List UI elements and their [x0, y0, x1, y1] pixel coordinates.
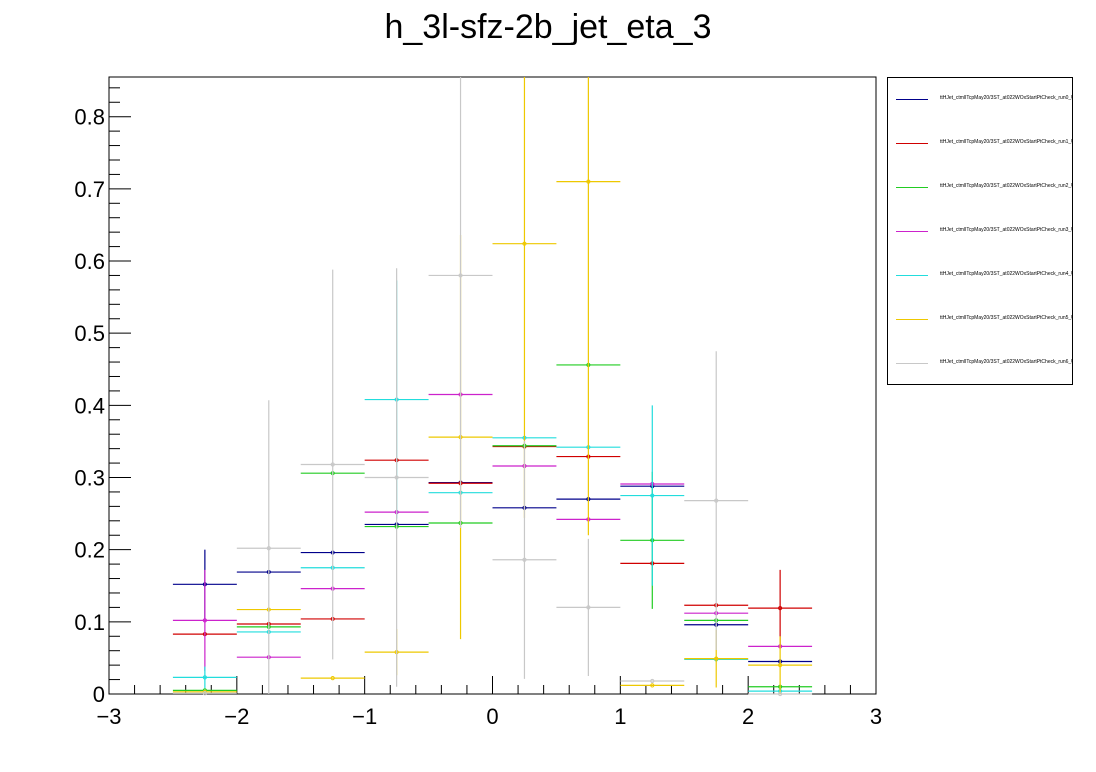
legend-swatch [896, 275, 928, 276]
y-tick-label: 0.6 [74, 249, 105, 274]
legend: ttHJet_ctmlITcpMay20/3ST_at022WOxStartPt… [887, 77, 1073, 385]
plot-frame [108, 76, 877, 695]
axes [108, 76, 877, 695]
y-tick-label: 0.3 [74, 466, 105, 491]
y-tick-label: 0.5 [74, 321, 105, 346]
legend-entry: ttHJet_ctmlITcpMay20/3ST_at022WOxStartPt… [896, 314, 1072, 326]
chart-title: h_3l-sfz-2b_jet_eta_3 [384, 8, 712, 46]
legend-entry: ttHJet_ctmlITcpMay20/3ST_at022WOxStartPt… [896, 182, 1072, 194]
y-tick-label: 0.4 [74, 393, 105, 418]
legend-entry: ttHJet_ctmlITcpMay20/3ST_at022WOxStartPt… [896, 358, 1072, 370]
series-6 [172, 77, 813, 697]
legend-label: ttHJet_ctmlITcpMay20/3ST_at022WOxStartPt… [940, 359, 1072, 365]
data-point [586, 179, 591, 184]
data-point [714, 656, 719, 661]
data-point [458, 273, 463, 278]
data-point [650, 678, 655, 684]
legend-swatch [896, 99, 928, 100]
legend-label: ttHJet_ctmlITcpMay20/3ST_at022WOxStartPt… [940, 139, 1072, 145]
x-tick-label: 0 [486, 704, 498, 729]
legend-entry: ttHJet_ctmlITcpMay20/3ST_at022WOxStartPt… [896, 138, 1072, 150]
legend-swatch [896, 319, 928, 320]
legend-swatch [896, 231, 928, 232]
data-point [394, 475, 399, 480]
data-point [650, 683, 655, 688]
legend-swatch [896, 187, 928, 188]
legend-label: ttHJet_ctmlITcpMay20/3ST_at022WOxStartPt… [940, 315, 1072, 321]
data-point [778, 663, 783, 668]
data-point [202, 675, 207, 680]
legend-label: ttHJet_ctmlITcpMay20/3ST_at022WOxStartPt… [940, 183, 1072, 189]
data-point [202, 691, 207, 696]
x-tick-label: 3 [870, 704, 882, 729]
series-layer [172, 77, 813, 697]
y-tick-label: 0 [93, 682, 105, 707]
legend-label: ttHJet_ctmlITcpMay20/3ST_at022WOxStartPt… [940, 271, 1072, 277]
legend-swatch [896, 143, 928, 144]
data-point [522, 241, 527, 246]
x-tick-label: 2 [742, 704, 754, 729]
data-point [330, 462, 335, 467]
data-point [650, 493, 655, 498]
legend-entry: ttHJet_ctmlITcpMay20/3ST_at022WOxStartPt… [896, 270, 1072, 282]
y-tick-label: 0.8 [74, 105, 105, 130]
legend-swatch [896, 363, 928, 364]
legend-entry: ttHJet_ctmlITcpMay20/3ST_at022WOxStartPt… [896, 94, 1072, 106]
x-tick-label: −1 [352, 704, 377, 729]
y-tick-label: 0.2 [74, 538, 105, 563]
tick-labels: −3 −2 −1 0 1 2 3 0 0.1 0.2 0.3 0.4 0.5 0.6 0.7 0.8 [74, 105, 882, 729]
data-point [778, 691, 783, 697]
data-point [266, 546, 271, 551]
y-tick-label: 0.1 [74, 610, 105, 635]
legend-entry: ttHJet_ctmlITcpMay20/3ST_at022WOxStartPt… [896, 226, 1072, 238]
legend-label: ttHJet_ctmlITcpMay20/3ST_at022WOxStartPt… [940, 95, 1072, 101]
data-point [714, 498, 719, 503]
x-tick-label: 1 [614, 704, 626, 729]
data-point [330, 676, 335, 681]
data-point [522, 557, 527, 562]
legend-label: ttHJet_ctmlITcpMay20/3ST_at022WOxStartPt… [940, 227, 1072, 233]
data-point [586, 605, 591, 610]
x-tick-label: −3 [96, 704, 121, 729]
x-tick-label: −2 [224, 704, 249, 729]
data-point [778, 606, 783, 611]
y-tick-label: 0.7 [74, 177, 105, 202]
data-point [202, 618, 207, 623]
